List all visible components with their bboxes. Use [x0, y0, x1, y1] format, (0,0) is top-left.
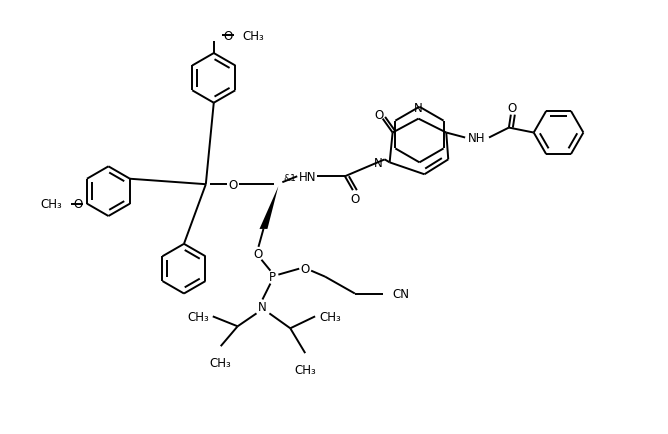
- Text: O: O: [254, 248, 263, 261]
- Text: CN: CN: [393, 287, 409, 300]
- Text: HN: HN: [299, 171, 316, 183]
- Text: O: O: [73, 197, 83, 210]
- Text: CH₃: CH₃: [242, 30, 265, 43]
- Text: CH₃: CH₃: [319, 310, 341, 323]
- Text: O: O: [507, 102, 516, 115]
- Text: O: O: [374, 109, 383, 122]
- Text: O: O: [228, 178, 237, 191]
- Text: &1: &1: [283, 173, 296, 182]
- Text: N: N: [258, 300, 267, 313]
- Text: N: N: [374, 157, 383, 169]
- Text: NH: NH: [468, 132, 486, 145]
- Polygon shape: [259, 187, 279, 230]
- Text: CH₃: CH₃: [210, 356, 232, 369]
- Text: P: P: [269, 270, 276, 283]
- Text: CH₃: CH₃: [295, 363, 316, 376]
- Text: O: O: [350, 192, 359, 205]
- Text: CH₃: CH₃: [187, 310, 209, 323]
- Text: O: O: [223, 30, 232, 43]
- Text: O: O: [301, 263, 310, 276]
- Text: CH₃: CH₃: [40, 197, 62, 210]
- Text: N: N: [414, 102, 423, 115]
